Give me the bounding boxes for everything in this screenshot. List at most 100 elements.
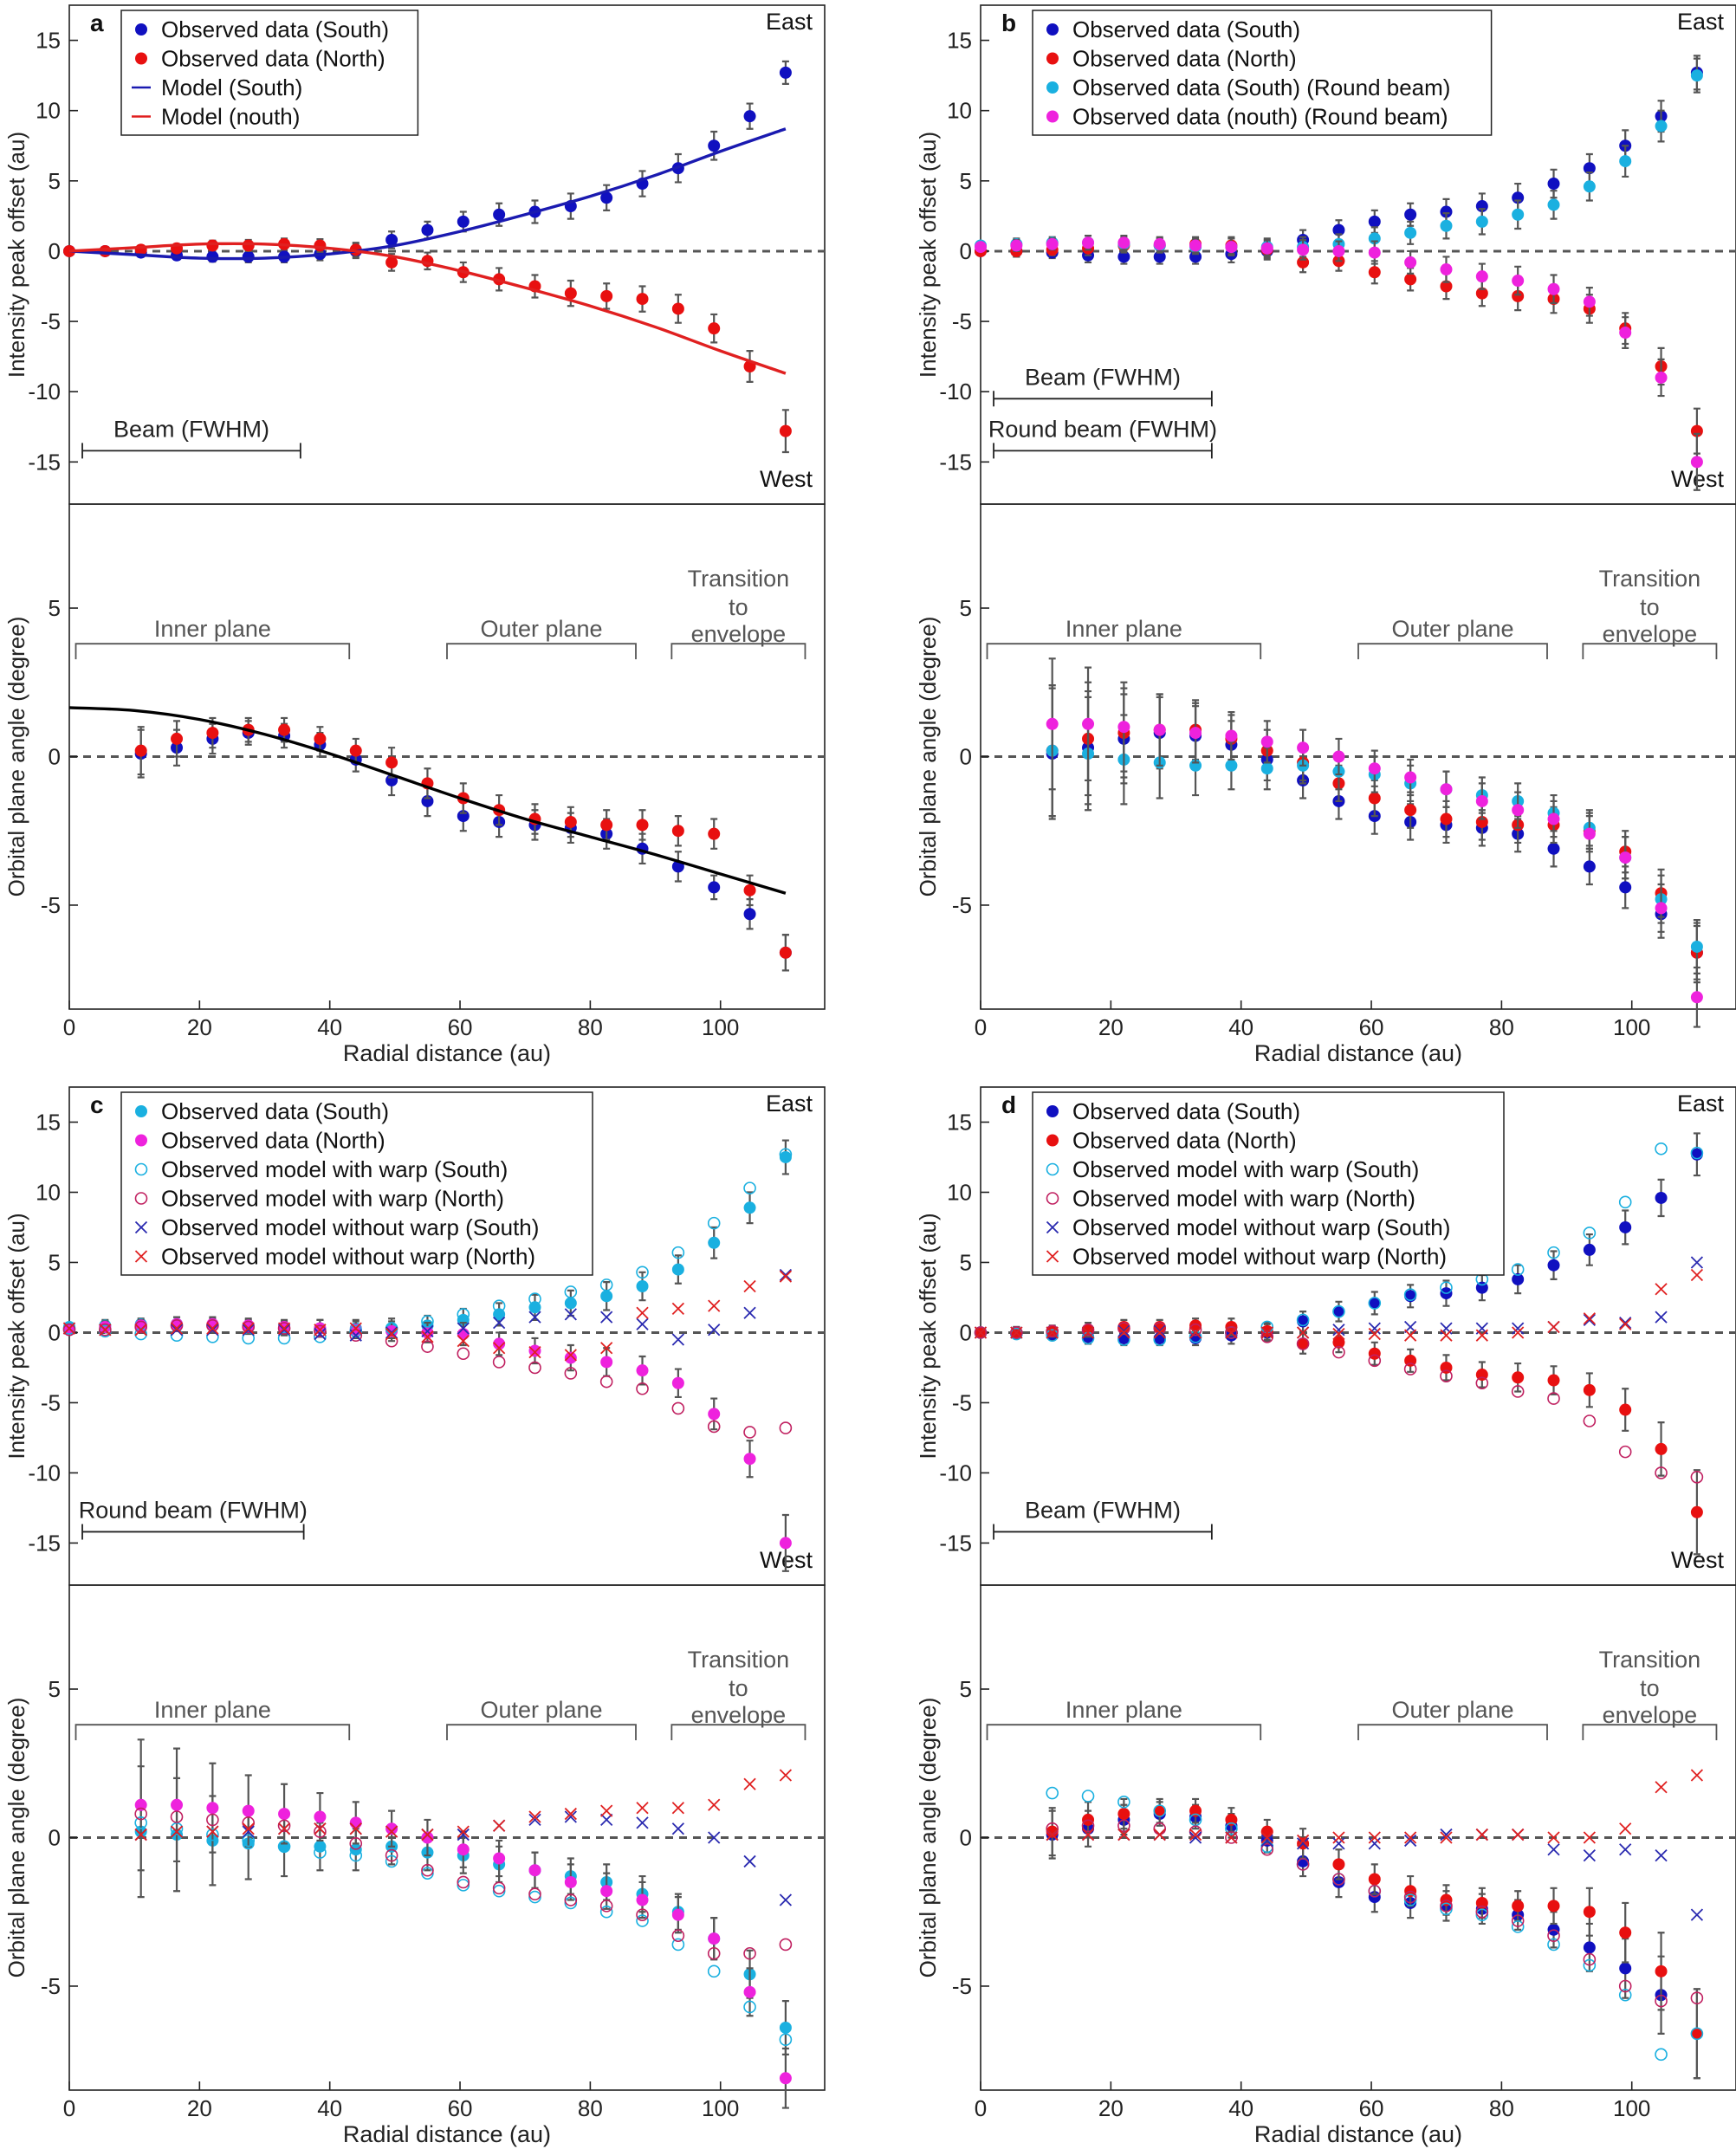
data-point: [1332, 1304, 1345, 1318]
data-point: [1117, 1819, 1130, 1833]
legend-swatch: [134, 1192, 148, 1205]
data-point: [636, 1914, 649, 1927]
y-axis-label: Orbital plane angle (degree): [3, 1698, 29, 1978]
data-point: [779, 1268, 793, 1282]
region-label: envelope: [691, 1702, 787, 1728]
data-point: [600, 1885, 613, 1898]
region-bracket: Outer plane: [446, 616, 637, 660]
y-tick-label: 10: [947, 98, 972, 124]
data-point: [779, 424, 792, 437]
data-point: [1547, 842, 1560, 855]
data-point: [564, 1349, 577, 1362]
y-tick-label: 0: [960, 744, 972, 770]
data-point: [1081, 1326, 1095, 1339]
y-tick-label: 5: [960, 1249, 972, 1275]
data-point: [1117, 250, 1130, 263]
data-point: [636, 1364, 649, 1377]
beam-indicator: Beam (FWHM): [993, 1497, 1213, 1540]
x-axis-label: Radial distance (au): [343, 2121, 551, 2147]
data-point: [1189, 727, 1202, 740]
panel-letter: c: [90, 1091, 104, 1118]
data-point: [1153, 1804, 1166, 1817]
corner-label-east: East: [1677, 9, 1725, 35]
x-axis-label: Radial distance (au): [1254, 1040, 1462, 1066]
data-point: [1404, 1834, 1417, 1848]
data-point: [493, 1819, 506, 1832]
data-point: [206, 1802, 219, 1815]
legend-swatch: [1046, 1162, 1059, 1176]
legend-label: Observed model without warp (South): [1072, 1214, 1450, 1240]
data-point: [1225, 1326, 1238, 1339]
series: [134, 1769, 793, 1842]
data-point: [1547, 812, 1560, 825]
series: [63, 1316, 792, 1572]
data-point: [1690, 1908, 1704, 1921]
data-point: [671, 1938, 685, 1952]
data-point: [1368, 266, 1381, 279]
series: [68, 706, 787, 895]
data-point: [1153, 1828, 1166, 1842]
data-point: [314, 1825, 327, 1838]
data-point: [1512, 804, 1525, 817]
data-point: [1512, 208, 1525, 221]
legend-label: Model (nouth): [161, 104, 300, 130]
data-point: [385, 256, 398, 269]
series: [974, 1322, 1704, 1484]
data-point: [1010, 1326, 1023, 1339]
region-label: envelope: [1603, 1702, 1698, 1728]
data-point: [1512, 1371, 1525, 1384]
data-point: [1655, 1994, 1668, 2008]
data-point: [277, 1819, 291, 1833]
data-point: [242, 250, 255, 263]
data-point: [564, 1893, 578, 1906]
data-point: [1332, 750, 1345, 763]
data-point: [421, 1863, 434, 1877]
data-point: [1225, 1822, 1238, 1835]
data-point: [1690, 69, 1703, 82]
y-tick-label: -5: [952, 1389, 972, 1415]
legend-box: [120, 1091, 593, 1276]
corner-label-west: West: [760, 466, 813, 492]
data-point: [62, 1322, 76, 1335]
data-point: [277, 1822, 291, 1835]
data-point: [1368, 792, 1381, 805]
y-tick-label: 5: [960, 168, 972, 194]
model-curve: [68, 242, 787, 375]
y-tick-label: 5: [49, 1676, 61, 1702]
data-point: [421, 1326, 434, 1339]
data-point: [421, 1867, 434, 1880]
y-axis-label: Intensity peak offset (au): [3, 1213, 29, 1459]
legend-label: Observed data (North): [161, 1128, 385, 1154]
data-point: [134, 1327, 147, 1341]
legend-label: Observed model with warp (North): [161, 1186, 504, 1212]
data-point: [564, 1810, 577, 1823]
data-point: [1297, 1337, 1310, 1350]
data-point: [349, 1324, 363, 1338]
data-point: [421, 1330, 434, 1343]
data-point: [1690, 1470, 1704, 1484]
y-tick-label: 5: [960, 1676, 972, 1702]
x-tick-label: 80: [578, 2095, 603, 2121]
data-point: [349, 1822, 362, 1835]
model-curve: [68, 127, 787, 261]
data-point: [1046, 717, 1059, 730]
legend-label: Observed data (South): [1072, 1098, 1300, 1124]
data-point: [314, 1327, 327, 1341]
data-point: [314, 1324, 327, 1338]
data-point: [277, 1840, 291, 1854]
data-point: [1332, 1327, 1345, 1341]
legend-swatch: [1046, 1105, 1059, 1117]
data-point: [1225, 1831, 1238, 1844]
data-point: [708, 139, 721, 152]
data-point: [1619, 1822, 1632, 1835]
data-point: [1296, 1337, 1310, 1350]
data-point: [671, 1246, 685, 1259]
data-point: [134, 1816, 147, 1829]
data-point: [636, 1306, 649, 1319]
data-point: [600, 1804, 613, 1817]
data-point: [1619, 1926, 1632, 1939]
data-point: [600, 1290, 613, 1303]
series: [1046, 1797, 1703, 2080]
data-point: [671, 1908, 684, 1921]
